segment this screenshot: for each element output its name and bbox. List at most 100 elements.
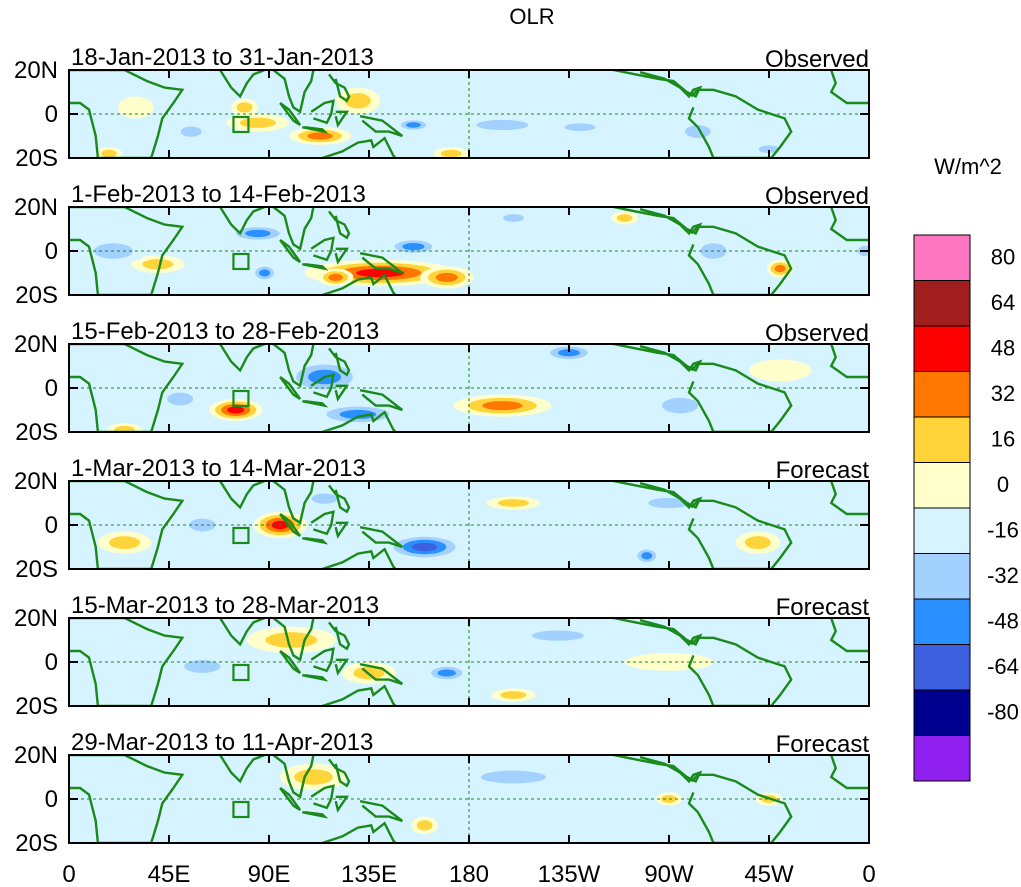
anomaly-contour (294, 769, 333, 785)
anomaly-contour (142, 259, 174, 270)
coastline (279, 376, 302, 401)
y-tick-label: 20N (14, 742, 58, 769)
colorbar-swatch (913, 553, 971, 600)
coastline (69, 207, 185, 295)
colorbar-swatch (913, 735, 971, 782)
map-panel: 20N 0 20S 15-Feb-2013 to 28-Feb-2013 Observe… (14, 318, 870, 446)
anomaly-contour (339, 409, 377, 419)
anomaly-contour (356, 268, 405, 278)
coastline (359, 800, 404, 823)
map-panel: 20N 0 20S 1-Feb-2013 to 14-Feb-2013 Observed (14, 181, 870, 309)
coastline (359, 663, 404, 686)
region-box (232, 252, 250, 271)
colorbar-swatch (913, 644, 971, 691)
coastline (69, 755, 185, 843)
anomaly-contour (497, 499, 529, 507)
panel-period: 18-Jan-2013 to 31-Jan-2013 (71, 44, 374, 71)
coastline (687, 362, 793, 432)
coastline (272, 481, 315, 525)
y-tick-label: 20S (15, 282, 58, 309)
anomaly-contour (411, 542, 438, 552)
coastline (334, 110, 350, 128)
coastline (359, 389, 404, 412)
panel-kind: Forecast (776, 457, 870, 484)
anomaly-contour (180, 126, 202, 137)
coastline (829, 755, 869, 790)
coastline (69, 481, 185, 569)
coastline (272, 70, 315, 114)
anomaly-contour (531, 630, 584, 641)
colorbar-level-label: -16 (987, 518, 1019, 543)
anomaly-contour (245, 229, 271, 238)
colorbar-swatch (913, 462, 971, 509)
coastline (359, 115, 404, 138)
coastline (359, 252, 404, 275)
anomaly-contour (101, 149, 117, 158)
colorbar-swatch (913, 598, 971, 645)
coastline (687, 499, 793, 569)
anomaly-contour (402, 242, 425, 251)
anomaly-contour (564, 123, 596, 132)
anomaly-contour (239, 117, 277, 128)
anomaly-contour (167, 392, 194, 406)
colorbar-unit: W/m^2 (934, 154, 1002, 179)
coastline (219, 755, 266, 784)
colorbar: W/m^2 80 64 48 32 16 0 -16 -32 -48 -64 -80 (913, 154, 1019, 782)
x-axis-tick-labels: 0 45E 90E 135E 180 135W 90W 45W 0 (62, 861, 875, 887)
anomaly-contour (476, 119, 529, 131)
coastline (687, 636, 793, 706)
region-box (232, 663, 250, 682)
panel-kind: Forecast (776, 594, 870, 621)
x-tick-label: 45W (744, 861, 794, 887)
coastline (334, 658, 350, 676)
coastline (613, 207, 703, 236)
panel-period: 15-Feb-2013 to 28-Feb-2013 (71, 318, 379, 345)
coastline (69, 618, 185, 706)
y-tick-label: 0 (45, 786, 58, 813)
y-tick-label: 20N (14, 194, 58, 221)
colorbar-level-label: -32 (987, 563, 1019, 588)
panel-period: 29-Mar-2013 to 11-Apr-2013 (71, 729, 373, 756)
coastline (310, 373, 335, 399)
anomaly-contour (437, 669, 456, 677)
coastline (302, 811, 329, 819)
anomaly-contour (661, 397, 699, 414)
region-box (232, 526, 250, 545)
map-panel: 20N 0 20S 15-Mar-2013 to 28-Mar-2013 Forecas… (14, 592, 870, 720)
y-tick-label: 20N (14, 605, 58, 632)
coastline (687, 88, 793, 158)
anomaly-contour (259, 269, 271, 277)
coastline (613, 481, 703, 510)
anomaly-contour (744, 536, 771, 550)
x-tick-label: 45E (148, 861, 191, 887)
coastline (279, 513, 302, 538)
coastline (613, 755, 703, 784)
anomaly-contour (435, 272, 458, 282)
anomaly-contour (641, 552, 653, 560)
coastline (687, 225, 793, 295)
y-tick-label: 0 (45, 512, 58, 539)
anomaly-contour (503, 214, 524, 222)
anomaly-contour (236, 102, 253, 113)
panel-kind: Observed (765, 320, 869, 347)
coastline (334, 521, 350, 539)
panel-kind: Forecast (776, 731, 870, 758)
coastline (829, 344, 869, 379)
region-box (232, 115, 250, 134)
coastline (321, 684, 397, 706)
coastline (328, 758, 351, 788)
coastline (310, 236, 335, 262)
x-tick-label: 90W (644, 861, 694, 887)
anomaly-contour (616, 214, 633, 222)
coastline (302, 126, 329, 134)
anomaly-contour (117, 96, 154, 119)
coastline (279, 650, 302, 675)
colorbar-level-label: 0 (997, 472, 1009, 497)
y-tick-label: 20S (15, 693, 58, 720)
x-tick-label: 135W (538, 861, 601, 887)
anomaly-contour (406, 122, 421, 128)
coastline (829, 481, 869, 516)
y-tick-label: 20N (14, 57, 58, 84)
coastline (310, 99, 335, 125)
anomaly-contour (684, 125, 711, 139)
